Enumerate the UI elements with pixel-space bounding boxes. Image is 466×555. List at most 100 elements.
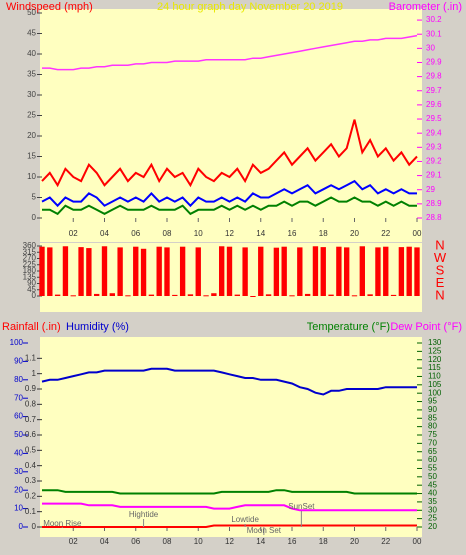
y-tick-label: 270 bbox=[23, 254, 37, 263]
y3-tick-label: 0.4 bbox=[25, 461, 37, 470]
direction-bar bbox=[304, 293, 311, 296]
y3-tick-label: 1 bbox=[32, 369, 37, 378]
y2-tick-label: 100 bbox=[428, 388, 442, 397]
direction-bar bbox=[195, 247, 201, 296]
y2-tick-label: 29.3 bbox=[426, 142, 442, 151]
x-tick-label: 12 bbox=[225, 537, 234, 546]
series-line bbox=[42, 524, 417, 528]
direction-bar bbox=[86, 248, 92, 296]
y3-tick-label: 0 bbox=[32, 522, 37, 531]
direction-bar bbox=[226, 246, 233, 296]
y2-tick-label: 25 bbox=[428, 514, 437, 523]
x-tick-label: 02 bbox=[69, 229, 78, 238]
y2-tick-label: 28.9 bbox=[426, 199, 442, 208]
y2-tick-label: 35 bbox=[428, 497, 437, 506]
y3-tick-label: 0.1 bbox=[25, 507, 37, 516]
y2-tick-label: 29.1 bbox=[426, 171, 442, 180]
direction-bar bbox=[101, 246, 108, 296]
x-tick-label: 20 bbox=[350, 229, 359, 238]
y3-tick-label: 0.5 bbox=[25, 445, 37, 454]
direction-bar bbox=[219, 246, 225, 296]
y2-tick-label: 120 bbox=[428, 355, 442, 364]
direction-bar bbox=[242, 247, 248, 296]
y2-tick-label: 29.2 bbox=[426, 157, 442, 166]
y-tick-label: 70 bbox=[14, 393, 23, 402]
x-tick-label: 20 bbox=[350, 537, 359, 546]
direction-bar bbox=[258, 246, 264, 296]
y-tick-label: 0 bbox=[32, 213, 37, 222]
y2-tick-label: E bbox=[436, 275, 445, 290]
y2-tick-label: 45 bbox=[428, 480, 437, 489]
direction-bar bbox=[70, 295, 76, 297]
annotation-label: SunSet bbox=[288, 502, 315, 511]
direction-bar bbox=[62, 246, 69, 296]
x-tick-label: 00 bbox=[413, 229, 422, 238]
y-tick-label: 20 bbox=[27, 131, 36, 140]
series-line bbox=[42, 502, 417, 512]
y-tick-label: 45 bbox=[27, 29, 36, 38]
direction-bar bbox=[125, 295, 131, 297]
x-tick-label: 10 bbox=[194, 537, 203, 546]
direction-bar bbox=[133, 246, 139, 296]
y2-tick-label: 80 bbox=[428, 422, 437, 431]
direction-bar bbox=[320, 247, 326, 296]
y-tick-label: 15 bbox=[27, 152, 36, 161]
y-tick-label: 180 bbox=[23, 266, 37, 275]
y-tick-label: 80 bbox=[14, 375, 23, 384]
y-tick-label: 30 bbox=[27, 90, 36, 99]
direction-bar bbox=[297, 247, 303, 296]
y-tick-label: 10 bbox=[14, 504, 23, 513]
direction-bar bbox=[336, 246, 342, 296]
x-tick-label: 22 bbox=[381, 229, 390, 238]
y2-tick-label: 115 bbox=[428, 363, 441, 372]
y2-tick-label: 20 bbox=[428, 522, 437, 531]
y2-tick-label: 29.4 bbox=[426, 128, 442, 137]
y3-tick-label: 0.8 bbox=[25, 399, 37, 408]
direction-bar bbox=[109, 293, 115, 296]
wind-panel bbox=[40, 9, 422, 242]
series-line bbox=[42, 196, 417, 216]
y2-axis-title: Barometer (.in) bbox=[389, 1, 462, 13]
y2-tick-label: 29.5 bbox=[426, 114, 442, 123]
x-tick-label: 00 bbox=[413, 537, 422, 546]
y2-tick-label: 75 bbox=[428, 430, 437, 439]
direction-bar bbox=[265, 294, 272, 296]
y2-tick-label: 105 bbox=[428, 380, 442, 389]
series-line bbox=[41, 367, 417, 396]
y2-tick-label: 50 bbox=[428, 472, 437, 481]
y-tick-label: 60 bbox=[14, 412, 23, 421]
y3-tick-label: 0.2 bbox=[25, 491, 37, 500]
y2-tick-label: 29.8 bbox=[426, 72, 442, 81]
direction-bar bbox=[398, 247, 405, 296]
y2-tick-label: 30 bbox=[426, 43, 435, 52]
direction-bar bbox=[281, 246, 287, 296]
y2-tick-label: 29.9 bbox=[426, 58, 442, 67]
series-label: Humidity (%) bbox=[66, 321, 129, 333]
y-axis-title: Windspeed (mph) bbox=[6, 1, 93, 13]
y-tick-label: 35 bbox=[27, 70, 36, 79]
y2-tick-label: 29.6 bbox=[426, 100, 442, 109]
series-label: Rainfall (.in) bbox=[2, 321, 61, 333]
y-tick-label: 30 bbox=[14, 467, 23, 476]
y-tick-label: 40 bbox=[27, 49, 36, 58]
x-tick-label: 14 bbox=[256, 537, 265, 546]
x-tick-label: 04 bbox=[100, 537, 109, 546]
direction-bar bbox=[94, 293, 100, 296]
direction-bar bbox=[203, 295, 209, 297]
y3-tick-label: 0.9 bbox=[25, 384, 37, 393]
y-tick-label: 225 bbox=[23, 260, 37, 269]
chart-title: 24 hour graph day November 20 2019 bbox=[157, 1, 343, 13]
y2-tick-label: 55 bbox=[428, 464, 437, 473]
y2-tick-label: 110 bbox=[428, 372, 441, 381]
series-label: Temperature (°F) bbox=[307, 321, 390, 333]
series-line bbox=[42, 34, 418, 71]
y-tick-label: 50 bbox=[27, 8, 36, 17]
y2-tick-label: 130 bbox=[428, 338, 442, 347]
direction-bar bbox=[117, 247, 123, 296]
climate-panel bbox=[40, 337, 422, 537]
y-tick-label: 90 bbox=[14, 357, 23, 366]
direction-bar bbox=[328, 294, 334, 296]
direction-bar bbox=[414, 247, 420, 296]
direction-bar bbox=[164, 247, 170, 296]
x-tick-label: 06 bbox=[131, 229, 140, 238]
